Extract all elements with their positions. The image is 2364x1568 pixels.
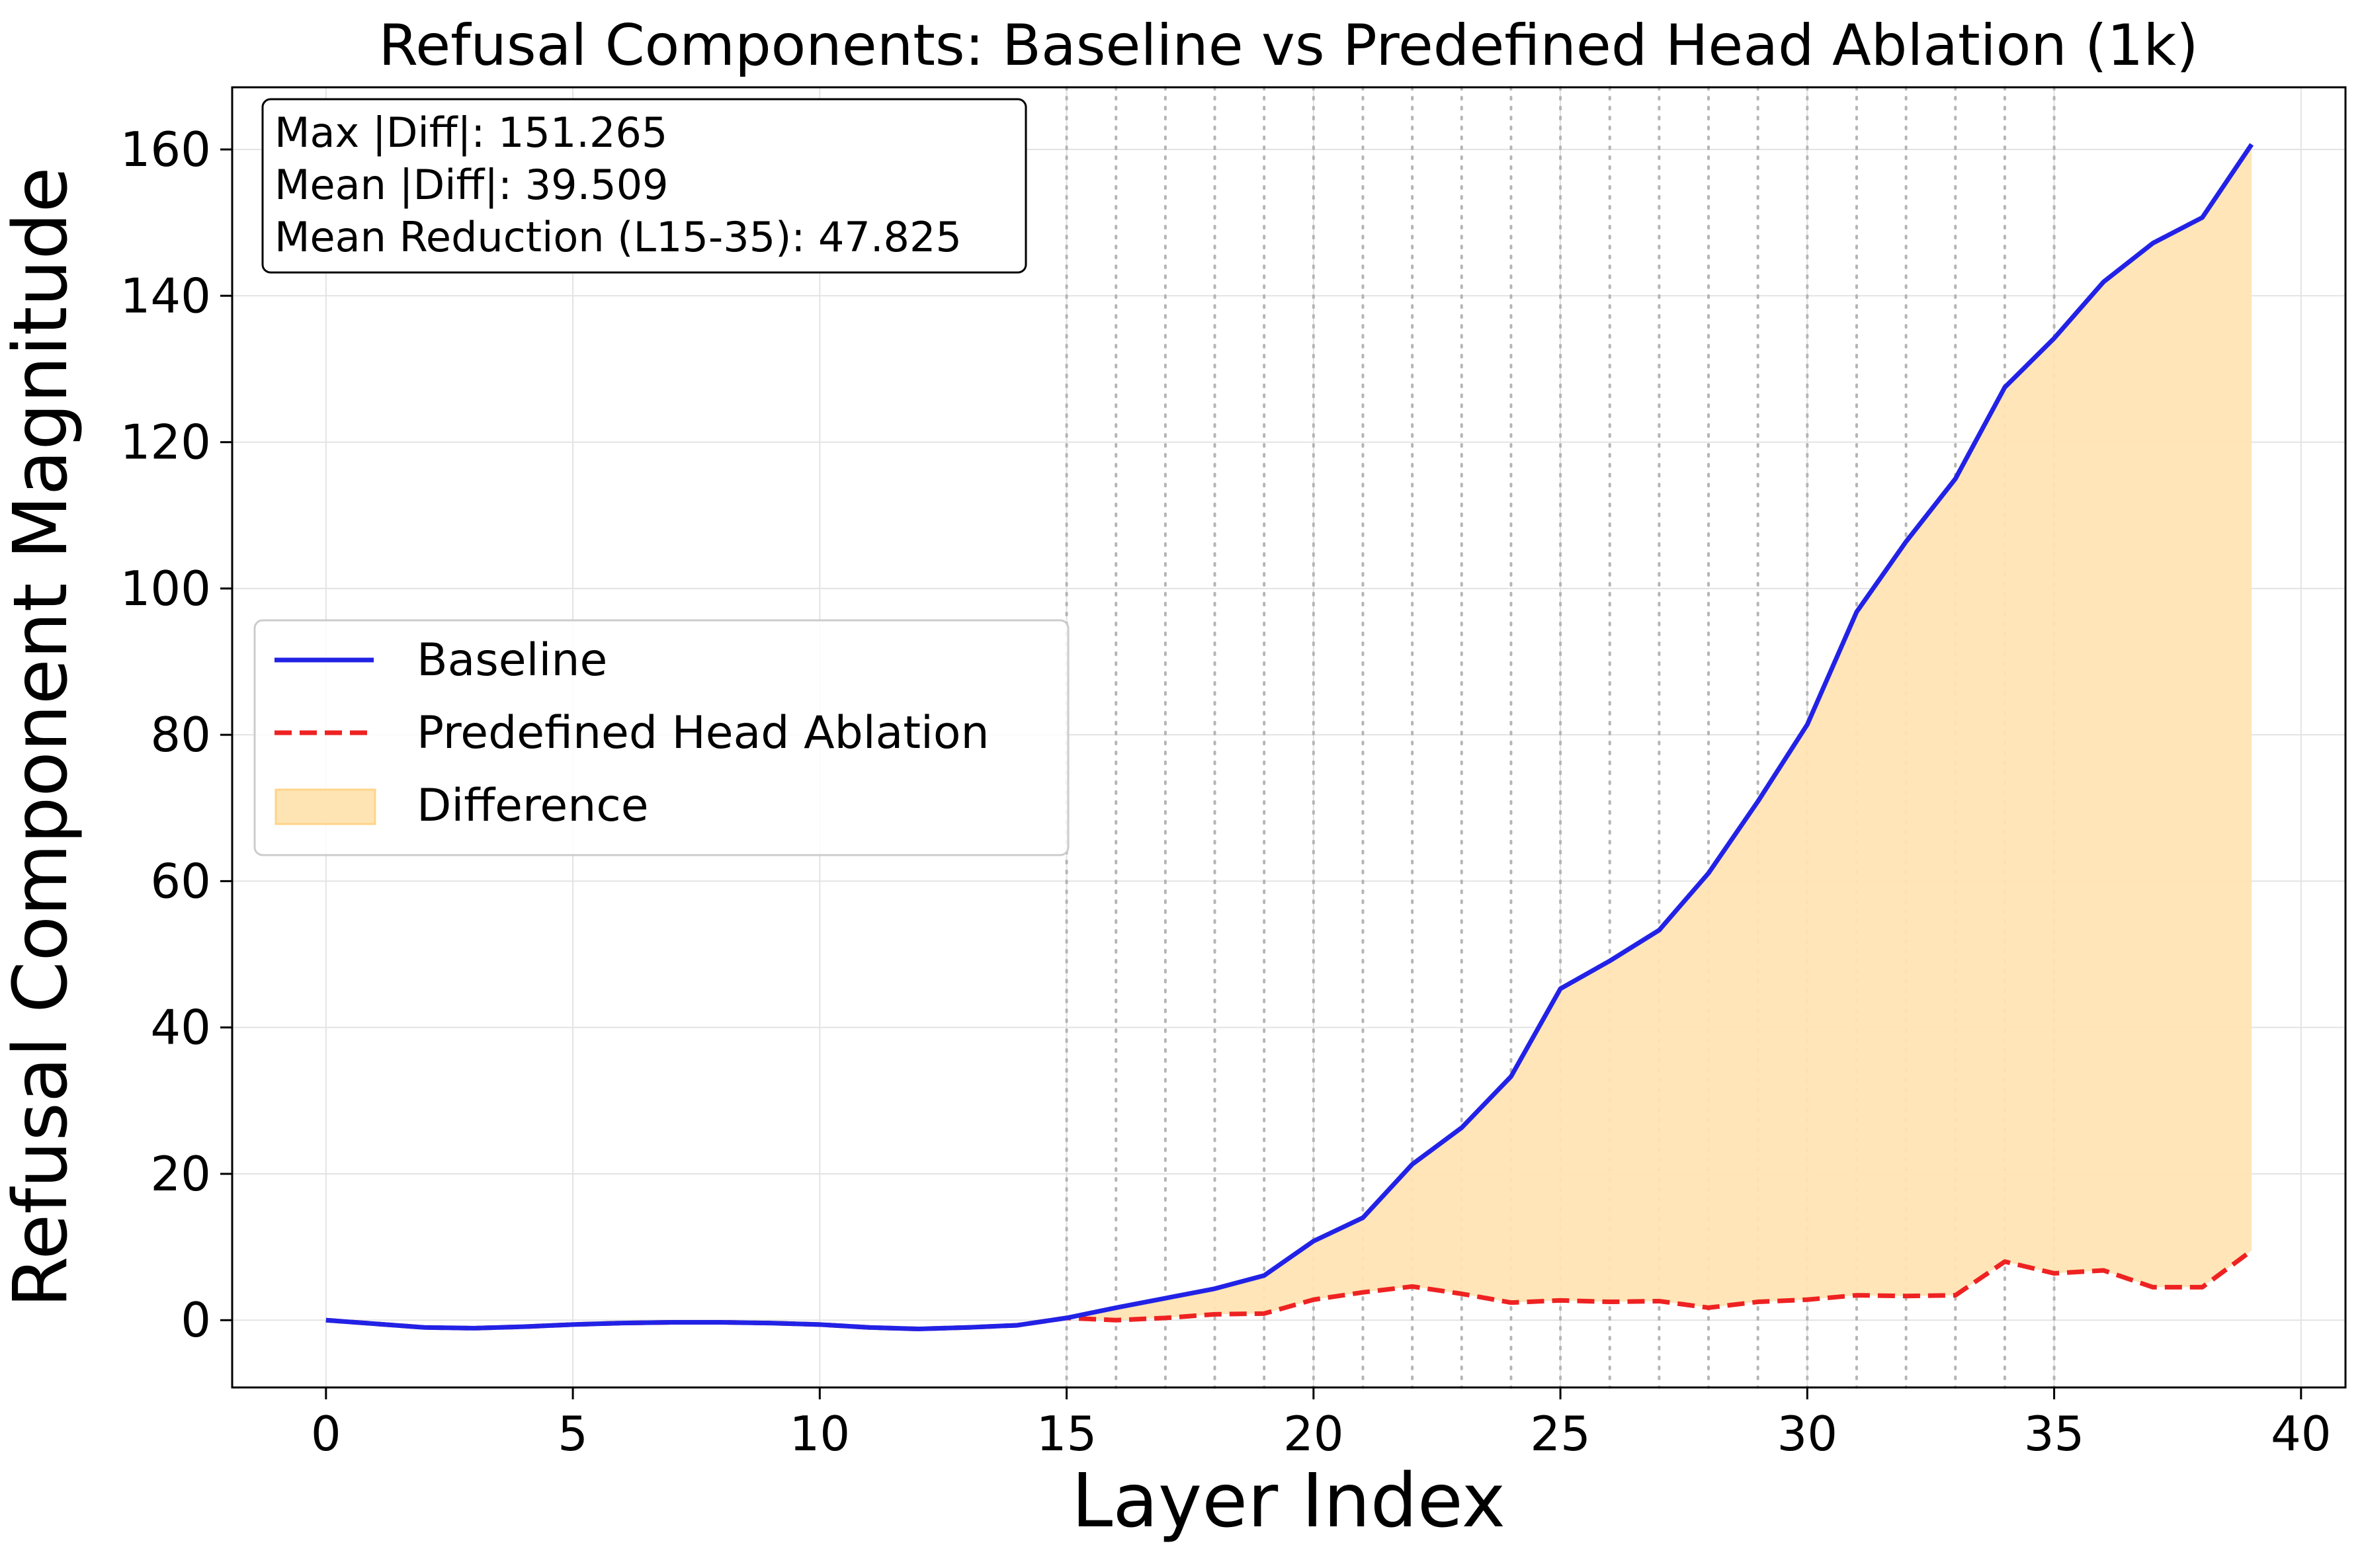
- legend-difference-swatch: [274, 788, 376, 825]
- x-tick-label: 40: [2271, 1406, 2332, 1462]
- y-tick-label: 80: [150, 707, 211, 763]
- y-axis-label: Refusal Component Magnitude: [0, 167, 84, 1307]
- difference-fill: [325, 144, 2252, 1329]
- y-tick-label: 40: [150, 1000, 211, 1055]
- x-axis: 0 5 10 15 20 25 30 35 40: [311, 1387, 2332, 1462]
- series-lines: [325, 143, 2254, 1331]
- stats-max-diff: Max |Diff|: 151.265: [274, 108, 667, 157]
- chart-title: Refusal Components: Baseline vs Predefin…: [378, 13, 2198, 79]
- x-tick-label: 15: [1036, 1406, 1097, 1462]
- x-tick-label: 35: [2024, 1406, 2085, 1462]
- y-tick-label: 140: [120, 268, 211, 323]
- x-tick-label: 5: [558, 1406, 588, 1462]
- y-tick-label: 120: [120, 415, 211, 470]
- y-tick-label: 160: [120, 122, 211, 177]
- stats-mean-reduction: Mean Reduction (L15-35): 47.825: [274, 213, 962, 261]
- legend-baseline-label: Baseline: [417, 634, 607, 686]
- legend-difference-label: Difference: [417, 780, 649, 832]
- x-tick-label: 10: [790, 1406, 851, 1462]
- x-tick-label: 20: [1283, 1406, 1344, 1462]
- x-tick-label: 25: [1530, 1406, 1591, 1462]
- y-tick-label: 20: [150, 1146, 211, 1202]
- y-axis: 0 20 40 60 80 100 120 140 160: [120, 122, 232, 1348]
- x-tick-label: 30: [1777, 1406, 1838, 1462]
- x-tick-label: 0: [311, 1406, 341, 1462]
- y-tick-label: 0: [181, 1292, 211, 1348]
- series-line-baseline: [325, 143, 2254, 1331]
- series-line-ablation: [325, 1249, 2254, 1331]
- stats-mean-diff: Mean |Diff|: 39.509: [274, 161, 669, 210]
- plot-frame: [231, 86, 2347, 1389]
- y-tick-label: 60: [150, 853, 211, 909]
- legend: Baseline Predefined Head Ablation Differ…: [253, 619, 1070, 856]
- y-tick-label: 100: [120, 561, 211, 616]
- stats-box-frame: [261, 98, 1027, 274]
- legend-frame: [253, 619, 1070, 856]
- legend-ablation-label: Predefined Head Ablation: [417, 707, 990, 759]
- x-axis-label: Layer Index: [1072, 1458, 1505, 1544]
- difference-fill-group: [325, 144, 2252, 1329]
- stats-box: Max |Diff|: 151.265 Mean |Diff|: 39.509 …: [261, 98, 1027, 274]
